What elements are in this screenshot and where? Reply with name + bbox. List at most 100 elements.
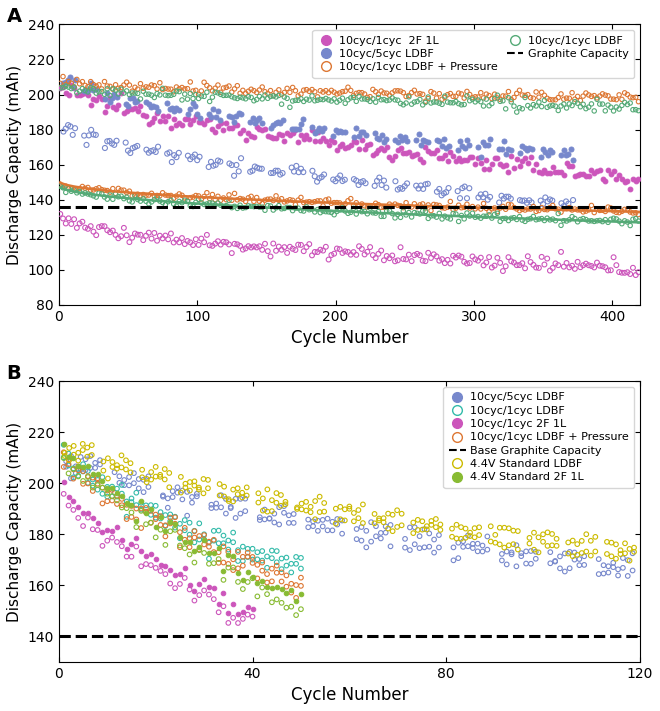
Point — [398, 205, 409, 217]
Point — [194, 151, 205, 163]
Point — [291, 558, 302, 570]
Point — [475, 87, 486, 98]
Point — [402, 136, 412, 147]
Point — [91, 80, 102, 92]
Point — [249, 85, 259, 96]
Point — [148, 144, 158, 156]
Point — [209, 547, 219, 559]
Point — [625, 206, 636, 218]
Point — [77, 438, 88, 449]
Point — [482, 139, 493, 150]
Point — [286, 558, 296, 570]
Point — [57, 71, 68, 82]
Point — [506, 94, 517, 105]
Point — [360, 129, 371, 140]
Point — [566, 144, 576, 155]
Point — [306, 501, 316, 513]
Point — [506, 547, 517, 558]
Point — [426, 519, 437, 530]
Point — [531, 546, 541, 557]
Point — [175, 526, 185, 538]
Point — [403, 90, 414, 101]
Point — [348, 247, 359, 258]
Point — [595, 90, 605, 102]
Point — [509, 100, 519, 112]
Point — [337, 92, 348, 104]
Point — [194, 541, 205, 552]
Point — [556, 166, 566, 178]
Point — [359, 249, 370, 260]
Point — [132, 95, 143, 107]
Point — [633, 105, 644, 117]
Point — [92, 484, 103, 496]
Point — [512, 214, 522, 225]
Point — [218, 90, 229, 101]
Point — [105, 90, 115, 101]
Point — [348, 132, 359, 143]
Point — [575, 95, 585, 106]
Point — [255, 511, 265, 523]
Point — [506, 255, 517, 267]
Point — [68, 504, 79, 515]
Point — [473, 538, 483, 550]
Point — [63, 89, 74, 100]
Point — [94, 90, 104, 102]
Point — [616, 100, 627, 111]
Point — [78, 508, 88, 519]
Point — [175, 518, 185, 530]
Point — [514, 260, 525, 271]
Point — [99, 89, 110, 100]
Point — [420, 141, 431, 153]
Point — [203, 483, 213, 494]
Point — [102, 193, 113, 205]
Point — [495, 215, 506, 227]
Point — [191, 197, 201, 208]
Point — [229, 117, 240, 128]
Point — [318, 205, 329, 217]
Point — [218, 201, 229, 212]
Point — [359, 205, 370, 217]
Point — [75, 183, 85, 194]
Point — [605, 264, 616, 276]
Point — [209, 535, 219, 546]
Point — [154, 115, 165, 127]
Point — [451, 208, 461, 220]
Point — [103, 473, 114, 484]
Point — [88, 523, 98, 535]
Point — [141, 88, 151, 100]
Point — [426, 97, 436, 109]
Point — [160, 520, 171, 532]
Point — [315, 135, 325, 146]
Point — [578, 169, 589, 180]
Point — [86, 439, 97, 451]
Point — [180, 83, 190, 95]
Point — [196, 85, 207, 97]
Point — [627, 565, 638, 576]
Point — [180, 536, 190, 547]
Point — [310, 135, 320, 146]
Point — [296, 572, 306, 583]
Point — [556, 220, 566, 231]
Point — [267, 582, 277, 594]
Point — [220, 493, 231, 505]
Point — [75, 85, 85, 97]
Point — [523, 158, 533, 169]
Point — [141, 476, 152, 488]
Point — [68, 473, 79, 484]
Point — [293, 137, 304, 148]
Point — [242, 543, 253, 555]
Point — [381, 133, 391, 144]
Point — [221, 117, 232, 129]
Point — [271, 545, 282, 557]
Point — [238, 85, 248, 96]
Point — [374, 515, 384, 526]
Point — [484, 100, 494, 112]
Point — [343, 94, 353, 105]
Point — [85, 184, 96, 196]
Point — [150, 461, 161, 473]
Point — [92, 518, 103, 529]
Point — [619, 215, 630, 227]
Point — [312, 196, 323, 207]
Point — [209, 582, 219, 594]
Point — [291, 124, 302, 135]
